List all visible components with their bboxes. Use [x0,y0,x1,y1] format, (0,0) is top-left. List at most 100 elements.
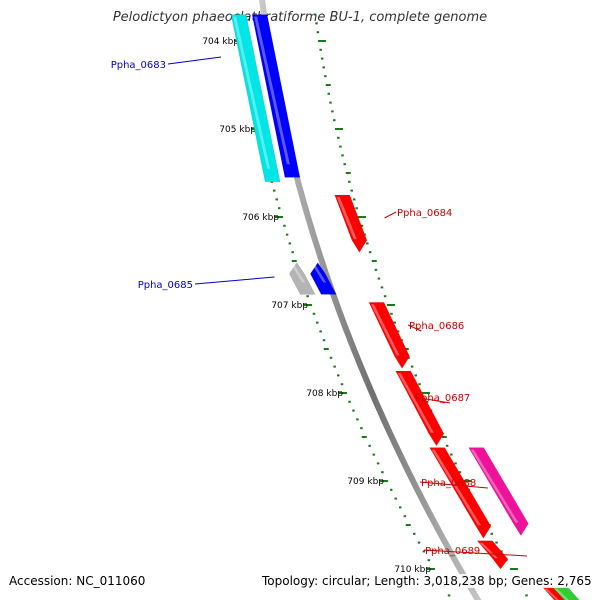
tick-mark-left [291,251,294,254]
tick-mark-left [272,189,276,192]
tick-mark-right [337,136,340,139]
leader-line [384,211,397,219]
tick-mark-left [368,444,371,447]
tick-mark-right [360,224,364,227]
tick-mark-right [318,40,326,42]
tick-mark-right [320,57,324,60]
tick-mark-left [405,524,411,526]
tick-mark-left [319,330,322,333]
gene-feature[interactable] [468,447,529,537]
tick-mark-left [291,260,297,262]
leader-line [167,56,222,65]
tick-mark-right [314,13,317,16]
tick-mark-left [394,497,397,500]
gene-label[interactable]: Ppha_0687 [415,393,470,404]
tick-mark-right [414,374,418,377]
gene-feature[interactable] [310,262,337,295]
gene-label[interactable]: Ppha_0689 [425,546,480,557]
tick-mark-right [422,392,430,394]
tick-mark-left [322,339,326,342]
tick-mark-right [458,471,462,474]
gene-highlight [312,264,327,283]
tick-mark-left [360,427,363,430]
tick-mark-right [387,304,395,306]
gene-highlight [233,16,271,169]
gene-highlight [470,449,519,523]
kbp-label: 710 kbp [394,565,431,575]
tick-mark-right [352,198,356,201]
tick-mark-right [322,66,325,69]
gene-feature[interactable] [368,302,410,369]
gene-feature[interactable] [334,194,368,253]
leader-line [423,549,527,557]
gene-feature[interactable] [251,14,301,178]
tick-mark-right [450,453,453,456]
tick-mark-left [348,400,351,403]
tick-mark-left [277,207,281,210]
tick-mark-left [361,436,367,438]
gene-label[interactable]: Ppha_0685 [138,280,193,291]
kbp-label: 708 kbp [306,389,343,399]
tick-mark-right [454,462,457,465]
gene-features [230,14,580,600]
tick-mark-right [358,216,366,218]
map-title: Pelodictyon phaeoclathratiforme BU-1, co… [112,10,488,25]
kbp-label: 705 kbp [219,125,256,135]
tick-mark-right [490,532,493,535]
kbp-label: 707 kbp [271,301,308,311]
tick-mark-right [327,92,330,95]
gene-feature[interactable] [230,14,281,183]
tick-mark-right [324,75,327,78]
tick-mark-left [427,559,431,562]
tick-mark-right [325,84,331,86]
accession-text: Accession: NC_011060 [9,574,146,588]
tick-mark-right [368,251,372,254]
tick-mark-left [372,453,376,456]
tick-mark-left [381,471,384,474]
gene-label[interactable]: Ppha_0686 [409,321,464,332]
tick-mark-left [323,348,329,350]
tick-mark-left [352,409,355,412]
tick-mark-left [422,550,426,553]
tick-mark-left [340,383,344,386]
tick-mark-right [319,48,322,51]
leader-line [194,276,275,285]
tick-mark-right [371,260,377,262]
tick-mark-right [366,242,369,245]
tick-mark-left [412,532,416,535]
gene-label[interactable]: Ppha_0684 [397,208,452,219]
tick-mark-right [355,207,358,210]
tick-mark-right [380,286,384,289]
gene-feature[interactable] [429,447,492,539]
tick-mark-left [403,515,407,518]
gene-label[interactable]: Ppha_0683 [111,60,166,71]
tick-mark-right [396,330,400,333]
tick-mark-left [312,312,316,315]
tick-mark-left [389,488,393,491]
gene-feature[interactable] [476,540,509,570]
tick-mark-left [356,418,359,421]
tick-mark-left [417,541,421,544]
gene-feature[interactable] [289,262,316,295]
tick-mark-right [377,277,381,280]
gene-label[interactable]: Ppha_0688 [421,478,476,489]
tick-mark-right [410,365,414,368]
gene-highlight [254,16,290,165]
tick-mark-left [380,480,388,482]
tick-mark-right [315,22,318,25]
tick-mark-right [425,400,429,403]
backbone [259,0,482,600]
tick-mark-right [331,110,334,113]
tick-mark-right [333,119,336,122]
tick-mark-right [348,180,351,183]
tick-mark-right [343,163,346,166]
tick-mark-left [376,462,380,465]
gene-feature[interactable] [395,370,445,447]
leader-line [407,324,422,332]
gene-highlight [291,264,306,283]
tick-mark-left [337,374,340,377]
tick-mark-right [345,172,351,174]
tick-mark-left [329,356,333,359]
tick-mark-right [335,128,343,130]
